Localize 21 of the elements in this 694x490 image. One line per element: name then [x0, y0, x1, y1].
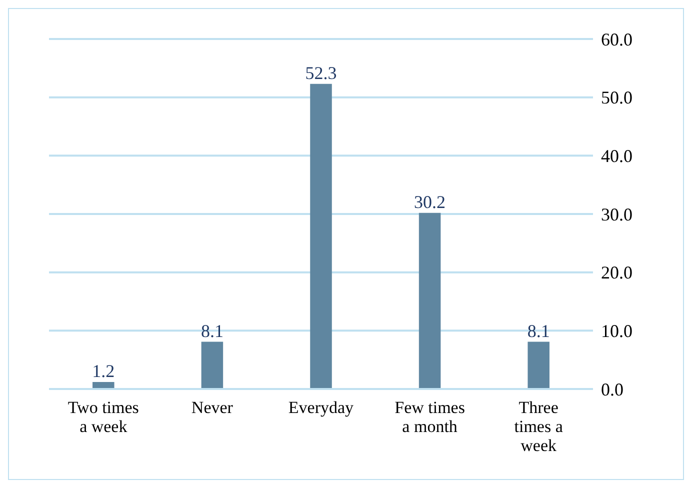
data-label: 8.1 — [527, 320, 550, 341]
x-tick-label: Few times a month — [394, 398, 465, 436]
y-tick-label: 10.0 — [601, 321, 632, 342]
y-tick-label: 20.0 — [601, 262, 632, 283]
y-tick-label: 40.0 — [601, 146, 632, 166]
bar — [528, 342, 550, 389]
data-label: 30.2 — [414, 192, 446, 212]
bar — [201, 342, 224, 389]
x-tick-label: Everyday — [288, 398, 354, 417]
data-label: 52.3 — [305, 62, 337, 83]
x-tick-label: Three times a week — [514, 398, 564, 455]
x-tick-label: Two times a week — [68, 398, 139, 436]
y-tick-label: 60.0 — [601, 29, 632, 50]
y-tick-label: 50.0 — [601, 88, 632, 108]
bar — [418, 212, 441, 389]
data-label: 1.2 — [92, 361, 115, 381]
data-label: 8.1 — [200, 320, 224, 341]
y-tick-label: 0.0 — [601, 379, 624, 400]
x-tick-label: Never — [191, 398, 234, 417]
bar — [310, 84, 332, 389]
y-tick-label: 30.0 — [601, 204, 632, 224]
